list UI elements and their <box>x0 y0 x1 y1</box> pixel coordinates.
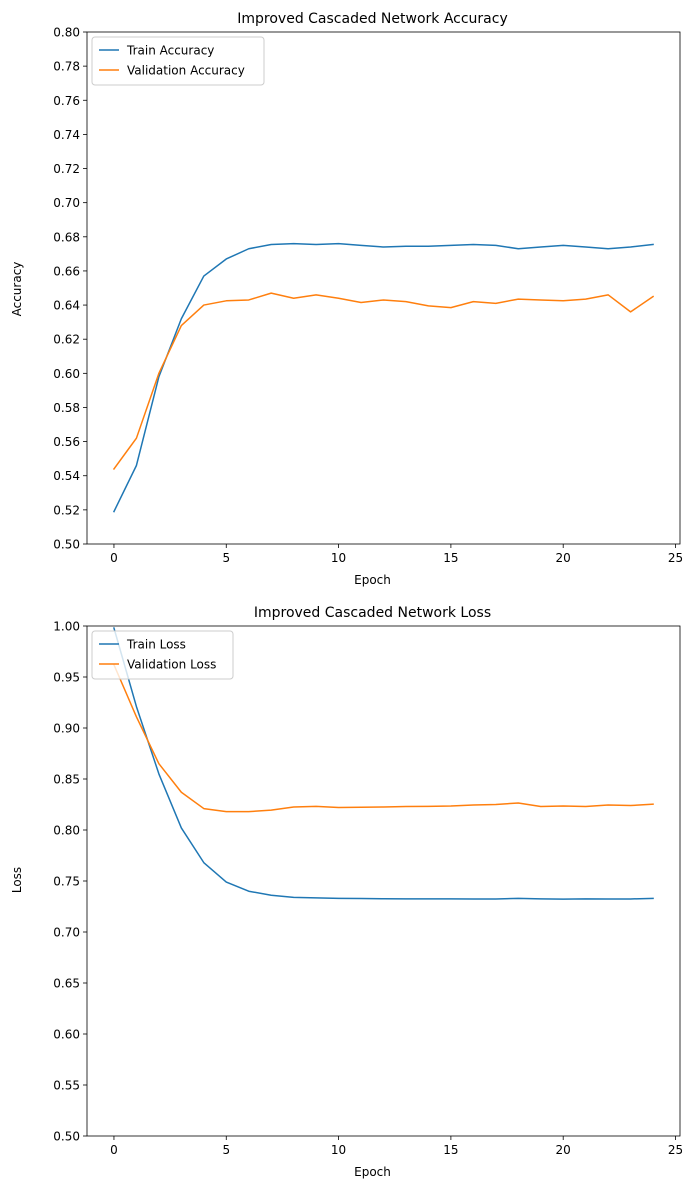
accuracy-y-tick-label: 0.68 <box>53 230 80 244</box>
accuracy-x-axis-label: Epoch <box>354 573 391 587</box>
accuracy-y-tick-label: 0.78 <box>53 60 80 74</box>
loss-x-tick-label: 5 <box>222 1143 230 1157</box>
loss-y-tick-label: 0.65 <box>53 977 80 991</box>
accuracy-y-tick-label: 0.56 <box>53 435 80 449</box>
loss-y-tick-label: 0.95 <box>53 671 80 685</box>
accuracy-y-tick-label: 0.50 <box>53 538 80 552</box>
accuracy-x-tick-label: 0 <box>110 551 118 565</box>
accuracy-series-line-1 <box>112 292 655 470</box>
loss-y-tick-label: 0.50 <box>53 1130 80 1144</box>
loss-y-tick-label: 0.90 <box>53 722 80 736</box>
accuracy-y-tick-label: 0.70 <box>53 196 80 210</box>
loss-y-tick-label: 0.70 <box>53 926 80 940</box>
accuracy-y-tick-label: 0.52 <box>53 503 80 517</box>
loss-legend: Train Loss Validation Loss <box>91 630 234 680</box>
loss-legend-label-0: Train Loss <box>126 638 186 652</box>
accuracy-legend: Train Accuracy Validation Accuracy <box>91 36 265 86</box>
accuracy-y-tick-label: 0.66 <box>53 264 80 278</box>
loss-x-tick-label: 10 <box>331 1143 346 1157</box>
loss-x-axis-label: Epoch <box>354 1165 391 1179</box>
accuracy-y-tick-label: 0.54 <box>53 469 80 483</box>
loss-x-tick-label: 20 <box>556 1143 571 1157</box>
accuracy-y-tick-label: 0.64 <box>53 299 80 313</box>
accuracy-legend-box <box>91 36 265 86</box>
accuracy-y-tick-label: 0.80 <box>53 26 80 40</box>
accuracy-chart: Improved Cascaded Network Accuracy Epoch… <box>10 11 683 587</box>
loss-x-tick-label: 0 <box>110 1143 118 1157</box>
loss-y-tick-label: 0.55 <box>53 1079 80 1093</box>
accuracy-x-tick-label: 20 <box>556 551 571 565</box>
accuracy-series-lines <box>112 242 655 513</box>
accuracy-legend-label-1: Validation Accuracy <box>127 64 245 78</box>
loss-legend-label-1: Validation Loss <box>127 658 216 672</box>
accuracy-y-tick-label: 0.60 <box>53 367 80 381</box>
accuracy-y-tick-label: 0.62 <box>53 333 80 347</box>
accuracy-plot-frame <box>86 31 681 545</box>
accuracy-chart-title: Improved Cascaded Network Accuracy <box>237 11 507 27</box>
accuracy-y-tick-label: 0.76 <box>53 94 80 108</box>
accuracy-x-tick-label: 5 <box>222 551 230 565</box>
accuracy-y-axis-label: Accuracy <box>10 262 24 317</box>
accuracy-y-tick-label: 0.74 <box>53 128 80 142</box>
loss-series-line-1 <box>112 663 654 813</box>
loss-x-tick-label: 15 <box>443 1143 458 1157</box>
loss-legend-box <box>91 630 234 680</box>
loss-y-tick-label: 0.80 <box>53 824 80 838</box>
loss-y-tick-label: 0.85 <box>53 773 80 787</box>
loss-series-line-0 <box>113 627 654 900</box>
accuracy-x-tick-label: 25 <box>668 551 683 565</box>
accuracy-y-tick-label: 0.58 <box>53 401 80 415</box>
loss-y-tick-label: 0.60 <box>53 1028 80 1042</box>
loss-plot-frame <box>86 625 681 1137</box>
accuracy-x-tick-label: 15 <box>443 551 458 565</box>
loss-x-tick-label: 25 <box>668 1143 683 1157</box>
loss-y-axis-label: Loss <box>10 867 24 893</box>
accuracy-y-tick-label: 0.72 <box>53 162 80 176</box>
loss-y-tick-label: 1.00 <box>53 620 80 634</box>
loss-series-lines <box>112 627 654 900</box>
loss-chart-title: Improved Cascaded Network Loss <box>254 605 491 621</box>
accuracy-series-line-0 <box>112 242 654 513</box>
accuracy-x-tick-label: 10 <box>331 551 346 565</box>
accuracy-legend-label-0: Train Accuracy <box>126 44 214 58</box>
loss-y-tick-label: 0.75 <box>53 875 80 889</box>
loss-chart: Improved Cascaded Network Loss Epoch Los… <box>10 605 683 1179</box>
